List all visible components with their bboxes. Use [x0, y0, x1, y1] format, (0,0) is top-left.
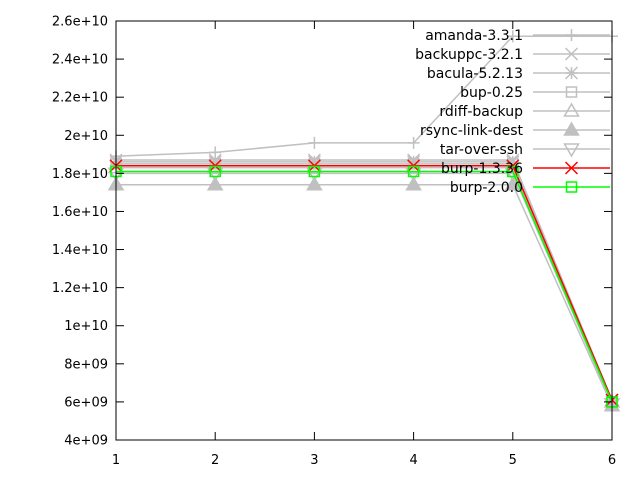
- data-point: [206, 167, 224, 182]
- y-tick-label: 1.4e+10: [52, 243, 108, 258]
- series-rsync-link-dest: [107, 176, 621, 412]
- data-point: [407, 136, 420, 149]
- legend-label: amanda-3.3.1: [425, 28, 523, 44]
- data-point: [407, 165, 420, 178]
- data-point: [306, 176, 323, 191]
- series-layer: [107, 30, 621, 413]
- legend-label: rdiff-backup: [439, 104, 523, 120]
- series-line: [116, 184, 613, 407]
- legend-marker: [565, 181, 578, 193]
- data-point: [209, 165, 221, 178]
- x-tick-label: 1: [112, 453, 120, 468]
- legend-marker: [563, 102, 580, 117]
- data-point: [308, 136, 321, 149]
- series-line: [116, 159, 613, 401]
- series-line: [116, 163, 613, 405]
- x-tick-label: 3: [310, 453, 318, 468]
- data-point: [506, 30, 519, 43]
- legend-marker: [563, 143, 580, 158]
- y-tick-label: 2.6e+10: [52, 15, 108, 30]
- data-point: [308, 165, 321, 178]
- legend-label: tar-over-ssh: [440, 142, 523, 158]
- series-bacula-5.2.13: [109, 155, 619, 409]
- series-line: [116, 170, 613, 403]
- y-tick-label: 4e+09: [64, 434, 108, 449]
- series-line: [116, 161, 613, 403]
- legend-marker: [564, 47, 579, 61]
- y-tick-label: 1.2e+10: [52, 281, 108, 296]
- data-point: [504, 176, 522, 191]
- x-tick-label: 2: [211, 453, 219, 468]
- legend-label: burp-2.0.0: [450, 180, 523, 196]
- data-point: [306, 167, 323, 182]
- legend-label: burp-1.3.36: [441, 161, 523, 177]
- series-tar-over-ssh: [107, 167, 621, 413]
- legend-marker: [565, 29, 578, 41]
- x-tick-label: 5: [509, 453, 517, 468]
- y-tick-label: 2.4e+10: [52, 53, 108, 68]
- series-line: [116, 164, 613, 401]
- series-burp-1.3.36: [109, 159, 619, 407]
- data-point: [405, 176, 422, 191]
- data-point: [507, 165, 519, 178]
- x-tick-label: 4: [409, 453, 417, 468]
- y-tick-label: 8e+09: [64, 357, 108, 372]
- y-tick-label: 2.2e+10: [52, 91, 108, 106]
- series-line: [115, 35, 612, 157]
- y-tick-label: 2e+10: [64, 129, 108, 144]
- series-line: [116, 172, 613, 405]
- legend-marker: [565, 86, 578, 98]
- series-amanda-3.3.1: [110, 30, 618, 163]
- y-tick-label: 1e+10: [64, 319, 108, 334]
- legend-marker: [563, 121, 580, 136]
- series-burp-2.0.0: [110, 165, 618, 408]
- x-tick-label: 6: [608, 453, 616, 468]
- legend-label: bup-0.25: [460, 85, 523, 101]
- legend-label: bacula-5.2.13: [427, 66, 523, 82]
- legend-marker: [564, 161, 579, 175]
- axes-layer: 4e+09 6e+09 8e+09 1e+10 1.2e+10 1.4e+10 1.6e+1…: [52, 15, 616, 469]
- data-point: [206, 176, 224, 191]
- series-bup-0.25: [110, 158, 618, 410]
- series-backuppc-3.2.1: [109, 153, 619, 407]
- legend-label: backuppc-3.2.1: [415, 47, 523, 63]
- plot-frame: [115, 20, 613, 441]
- series-line: [116, 166, 613, 403]
- legend-marker: [564, 66, 579, 80]
- y-tick-label: 1.8e+10: [52, 167, 108, 182]
- y-tick-label: 6e+09: [64, 395, 108, 410]
- data-point: [405, 167, 422, 182]
- legend-label: rsync-link-dest: [420, 123, 524, 139]
- series-rdiff-backup: [107, 159, 621, 408]
- legend: amanda-3.3.1 backuppc-3.2.1 bacula-5.2.13 b…: [415, 28, 610, 196]
- y-tick-label: 1.6e+10: [52, 205, 108, 220]
